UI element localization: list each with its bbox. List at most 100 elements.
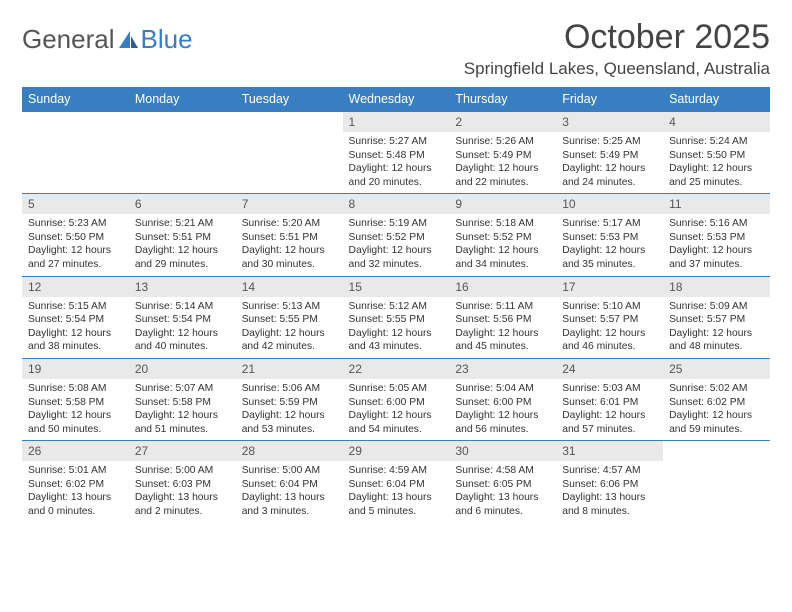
- day-details: Sunrise: 5:13 AMSunset: 5:55 PMDaylight:…: [236, 297, 343, 358]
- daylight-text: Daylight: 13 hours and 3 minutes.: [242, 491, 337, 518]
- day-details: Sunrise: 5:15 AMSunset: 5:54 PMDaylight:…: [22, 297, 129, 358]
- day-details: Sunrise: 5:14 AMSunset: 5:54 PMDaylight:…: [129, 297, 236, 358]
- logo-sail-icon: [118, 30, 140, 50]
- daylight-text: Daylight: 13 hours and 2 minutes.: [135, 491, 230, 518]
- day-number: 18: [663, 277, 770, 297]
- sunrise-text: Sunrise: 5:08 AM: [28, 382, 123, 396]
- sunset-text: Sunset: 5:53 PM: [669, 231, 764, 245]
- sunset-text: Sunset: 5:51 PM: [135, 231, 230, 245]
- day-details: Sunrise: 5:11 AMSunset: 5:56 PMDaylight:…: [449, 297, 556, 358]
- day-details: Sunrise: 5:01 AMSunset: 6:02 PMDaylight:…: [22, 461, 129, 522]
- day-details: Sunrise: 5:08 AMSunset: 5:58 PMDaylight:…: [22, 379, 129, 440]
- sunset-text: Sunset: 6:06 PM: [562, 478, 657, 492]
- page-subtitle: Springfield Lakes, Queensland, Australia: [464, 59, 770, 79]
- day-number: 10: [556, 194, 663, 214]
- sunset-text: Sunset: 6:00 PM: [455, 396, 550, 410]
- day-cell: 15Sunrise: 5:12 AMSunset: 5:55 PMDayligh…: [343, 276, 450, 358]
- sunset-text: Sunset: 6:00 PM: [349, 396, 444, 410]
- day-number: 7: [236, 194, 343, 214]
- weekday-header-row: Sunday Monday Tuesday Wednesday Thursday…: [22, 87, 770, 112]
- day-details: Sunrise: 5:00 AMSunset: 6:04 PMDaylight:…: [236, 461, 343, 522]
- day-number: 12: [22, 277, 129, 297]
- sunset-text: Sunset: 6:05 PM: [455, 478, 550, 492]
- day-cell: [236, 112, 343, 194]
- sunset-text: Sunset: 5:57 PM: [669, 313, 764, 327]
- day-number: 9: [449, 194, 556, 214]
- day-cell: [22, 112, 129, 194]
- day-number: [22, 112, 129, 132]
- day-details: Sunrise: 5:02 AMSunset: 6:02 PMDaylight:…: [663, 379, 770, 440]
- day-number: 24: [556, 359, 663, 379]
- sunrise-text: Sunrise: 5:19 AM: [349, 217, 444, 231]
- day-number: 30: [449, 441, 556, 461]
- day-cell: 14Sunrise: 5:13 AMSunset: 5:55 PMDayligh…: [236, 276, 343, 358]
- daylight-text: Daylight: 12 hours and 40 minutes.: [135, 327, 230, 354]
- daylight-text: Daylight: 12 hours and 56 minutes.: [455, 409, 550, 436]
- daylight-text: Daylight: 12 hours and 30 minutes.: [242, 244, 337, 271]
- day-cell: 17Sunrise: 5:10 AMSunset: 5:57 PMDayligh…: [556, 276, 663, 358]
- day-cell: 20Sunrise: 5:07 AMSunset: 5:58 PMDayligh…: [129, 358, 236, 440]
- day-cell: 1Sunrise: 5:27 AMSunset: 5:48 PMDaylight…: [343, 112, 450, 194]
- title-block: October 2025 Springfield Lakes, Queensla…: [464, 18, 770, 79]
- sunrise-text: Sunrise: 5:18 AM: [455, 217, 550, 231]
- day-number: 20: [129, 359, 236, 379]
- day-details: Sunrise: 5:24 AMSunset: 5:50 PMDaylight:…: [663, 132, 770, 193]
- header: General Blue October 2025 Springfield La…: [22, 18, 770, 79]
- sunrise-text: Sunrise: 5:07 AM: [135, 382, 230, 396]
- sunset-text: Sunset: 6:01 PM: [562, 396, 657, 410]
- day-number: 28: [236, 441, 343, 461]
- daylight-text: Daylight: 12 hours and 27 minutes.: [28, 244, 123, 271]
- sunset-text: Sunset: 5:58 PM: [28, 396, 123, 410]
- daylight-text: Daylight: 13 hours and 8 minutes.: [562, 491, 657, 518]
- day-cell: 18Sunrise: 5:09 AMSunset: 5:57 PMDayligh…: [663, 276, 770, 358]
- day-details: Sunrise: 5:05 AMSunset: 6:00 PMDaylight:…: [343, 379, 450, 440]
- col-sunday: Sunday: [22, 87, 129, 112]
- day-number: 27: [129, 441, 236, 461]
- day-cell: 16Sunrise: 5:11 AMSunset: 5:56 PMDayligh…: [449, 276, 556, 358]
- day-details: Sunrise: 5:17 AMSunset: 5:53 PMDaylight:…: [556, 214, 663, 275]
- day-details: Sunrise: 5:03 AMSunset: 6:01 PMDaylight:…: [556, 379, 663, 440]
- sunrise-text: Sunrise: 4:58 AM: [455, 464, 550, 478]
- sunset-text: Sunset: 5:57 PM: [562, 313, 657, 327]
- sunset-text: Sunset: 5:54 PM: [28, 313, 123, 327]
- week-row: 12Sunrise: 5:15 AMSunset: 5:54 PMDayligh…: [22, 276, 770, 358]
- day-number: 13: [129, 277, 236, 297]
- day-cell: 26Sunrise: 5:01 AMSunset: 6:02 PMDayligh…: [22, 441, 129, 523]
- sunrise-text: Sunrise: 5:13 AM: [242, 300, 337, 314]
- sunrise-text: Sunrise: 5:23 AM: [28, 217, 123, 231]
- daylight-text: Daylight: 12 hours and 24 minutes.: [562, 162, 657, 189]
- sunset-text: Sunset: 5:55 PM: [242, 313, 337, 327]
- page-title: October 2025: [464, 18, 770, 57]
- sunrise-text: Sunrise: 5:16 AM: [669, 217, 764, 231]
- sunrise-text: Sunrise: 5:24 AM: [669, 135, 764, 149]
- sunset-text: Sunset: 6:04 PM: [349, 478, 444, 492]
- daylight-text: Daylight: 12 hours and 57 minutes.: [562, 409, 657, 436]
- sunset-text: Sunset: 6:03 PM: [135, 478, 230, 492]
- sunset-text: Sunset: 5:52 PM: [455, 231, 550, 245]
- day-details: Sunrise: 5:00 AMSunset: 6:03 PMDaylight:…: [129, 461, 236, 522]
- day-details: Sunrise: 5:10 AMSunset: 5:57 PMDaylight:…: [556, 297, 663, 358]
- day-cell: 4Sunrise: 5:24 AMSunset: 5:50 PMDaylight…: [663, 112, 770, 194]
- sunset-text: Sunset: 5:48 PM: [349, 149, 444, 163]
- daylight-text: Daylight: 12 hours and 48 minutes.: [669, 327, 764, 354]
- day-details: Sunrise: 5:23 AMSunset: 5:50 PMDaylight:…: [22, 214, 129, 275]
- day-cell: 8Sunrise: 5:19 AMSunset: 5:52 PMDaylight…: [343, 194, 450, 276]
- daylight-text: Daylight: 12 hours and 32 minutes.: [349, 244, 444, 271]
- col-thursday: Thursday: [449, 87, 556, 112]
- day-number: 14: [236, 277, 343, 297]
- sunset-text: Sunset: 5:51 PM: [242, 231, 337, 245]
- daylight-text: Daylight: 12 hours and 22 minutes.: [455, 162, 550, 189]
- sunrise-text: Sunrise: 5:00 AM: [135, 464, 230, 478]
- day-cell: 2Sunrise: 5:26 AMSunset: 5:49 PMDaylight…: [449, 112, 556, 194]
- logo-text-a: General: [22, 24, 115, 55]
- sunset-text: Sunset: 5:53 PM: [562, 231, 657, 245]
- day-details: Sunrise: 5:18 AMSunset: 5:52 PMDaylight:…: [449, 214, 556, 275]
- sunrise-text: Sunrise: 5:12 AM: [349, 300, 444, 314]
- day-cell: 19Sunrise: 5:08 AMSunset: 5:58 PMDayligh…: [22, 358, 129, 440]
- week-row: 26Sunrise: 5:01 AMSunset: 6:02 PMDayligh…: [22, 441, 770, 523]
- day-number: 22: [343, 359, 450, 379]
- sunrise-text: Sunrise: 5:05 AM: [349, 382, 444, 396]
- day-number: 3: [556, 112, 663, 132]
- daylight-text: Daylight: 12 hours and 50 minutes.: [28, 409, 123, 436]
- sunrise-text: Sunrise: 5:06 AM: [242, 382, 337, 396]
